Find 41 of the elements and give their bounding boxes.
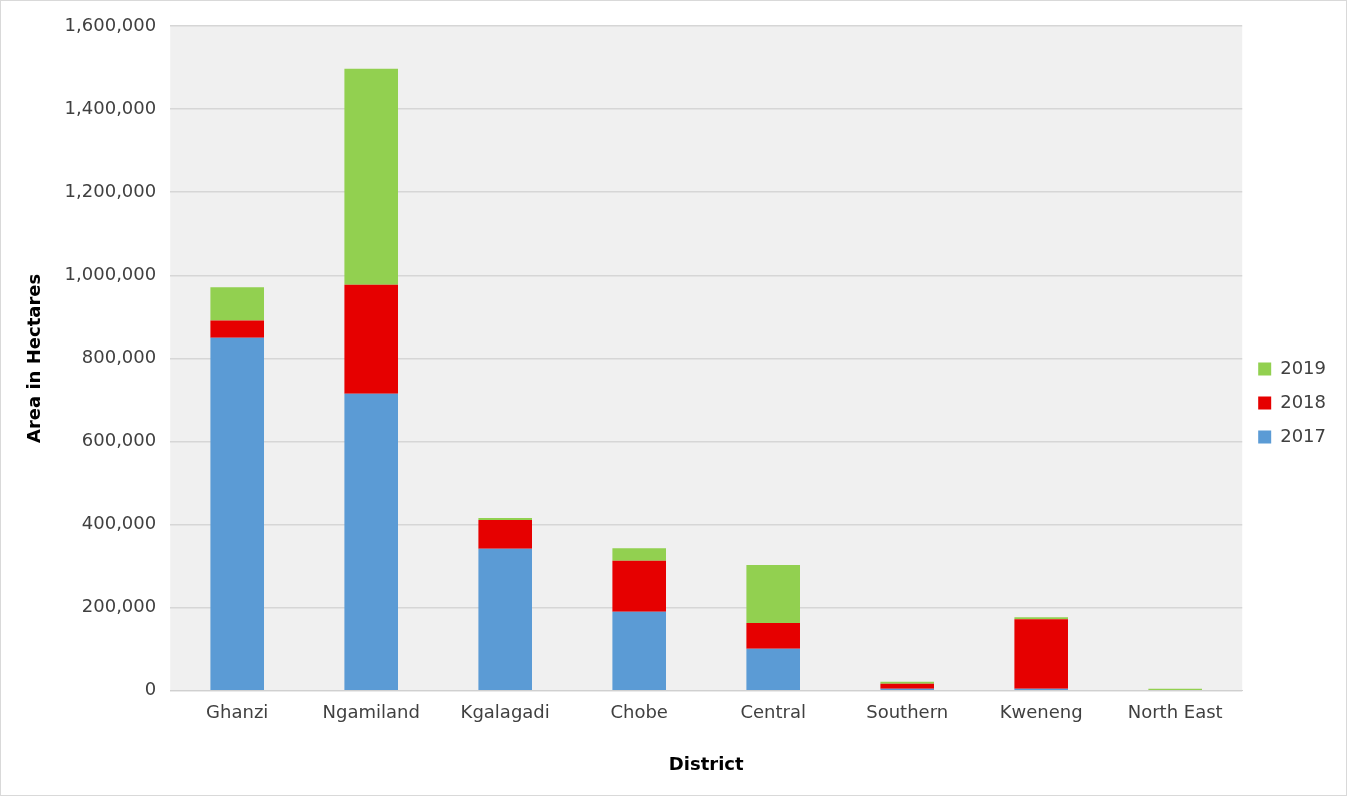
legend-label: 2017 (1280, 424, 1326, 446)
legend-label: 2019 (1280, 356, 1326, 378)
bar (478, 517, 532, 521)
x-tick-label: Ghanzi (206, 701, 269, 723)
x-tick-label: Southern (866, 701, 949, 723)
bar (344, 68, 399, 285)
bar (1014, 619, 1068, 689)
bar (210, 337, 265, 691)
x-tick-label: Chobe (610, 701, 668, 723)
y-tick-label: 600,000 (81, 429, 157, 451)
bar (344, 393, 399, 691)
legend-label: 2018 (1280, 390, 1326, 412)
bar (746, 564, 800, 624)
bar (210, 287, 265, 321)
bar (478, 520, 532, 549)
x-tick-label: Central (740, 701, 806, 723)
bar (612, 611, 666, 691)
y-tick-label: 1,600,000 (64, 13, 157, 35)
bar (612, 548, 666, 561)
y-axis-title: Area in Hectares (23, 273, 45, 443)
bar (746, 623, 800, 649)
y-tick-label: 1,400,000 (64, 96, 157, 118)
x-tick-label: Kgalagadi (460, 701, 550, 723)
y-tick-label: 200,000 (81, 595, 157, 617)
bar (1014, 617, 1068, 620)
y-tick-label: 400,000 (81, 512, 157, 534)
x-tick-label: Ngamiland (322, 701, 420, 723)
bar (210, 320, 265, 338)
y-tick-label: 800,000 (81, 346, 157, 368)
bar (612, 560, 666, 612)
x-tick-label: North East (1127, 701, 1223, 723)
x-tick-label: Kweneng (999, 701, 1083, 723)
y-tick-label: 1,000,000 (64, 262, 157, 284)
bar (478, 548, 532, 691)
y-tick-label: 0 (144, 678, 157, 700)
bar (880, 681, 934, 684)
bar (344, 284, 399, 394)
bar (746, 648, 800, 691)
x-axis-title: District (668, 752, 744, 774)
y-tick-label: 1,200,000 (64, 179, 157, 201)
bar (880, 683, 934, 689)
